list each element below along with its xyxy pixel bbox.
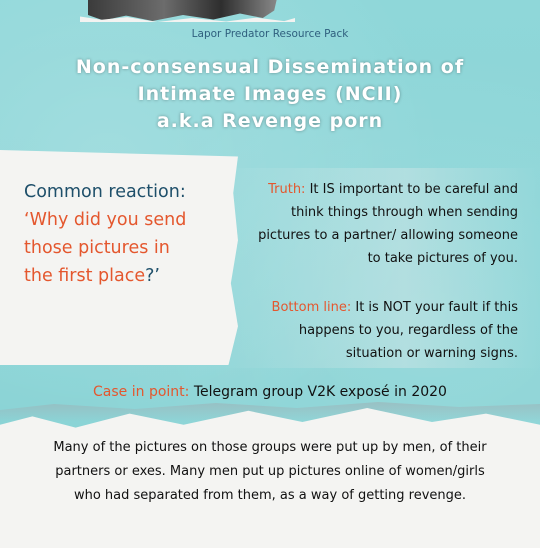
- common-reaction-heading: Common reaction:: [24, 182, 186, 202]
- explanation-line: partners or exes. Many men put up pictur…: [55, 464, 485, 479]
- torn-paper-top: [80, 16, 295, 22]
- title-line: Intimate Images (NCII): [137, 83, 403, 105]
- torn-paper-left: [0, 150, 238, 365]
- page-title: Non-consensual Dissemination of Intimate…: [20, 54, 520, 135]
- explanation-line: Many of the pictures on those groups wer…: [53, 440, 487, 455]
- explanation-paragraph: Many of the pictures on those groups wer…: [24, 436, 516, 508]
- quote-line: those pictures in: [24, 238, 170, 258]
- bottom-line-line-1: Bottom line: It is NOT your fault if thi…: [218, 296, 518, 319]
- bottom-line-block: Bottom line: It is NOT your fault if thi…: [218, 296, 518, 365]
- title-line: a.k.a Revenge porn: [156, 110, 384, 132]
- truth-block: Truth: It IS important to be careful and…: [218, 178, 518, 270]
- truth-line: pictures to a partner/ allowing someone: [258, 228, 518, 243]
- bottom-line-line: situation or warning signs.: [345, 346, 518, 361]
- case-in-point-label: Case in point:: [93, 384, 190, 400]
- bottom-line-line: happens to you, regardless of the: [298, 323, 518, 338]
- quote-line-text: the first place: [24, 266, 146, 286]
- common-reaction-quote: ‘Why did you send those pictures in the …: [24, 206, 234, 290]
- resource-pack-label: Lapor Predator Resource Pack: [191, 28, 349, 40]
- case-in-point-text: Telegram group V2K exposé in 2020: [193, 384, 447, 400]
- truth-line: to take pictures of you.: [367, 251, 518, 266]
- truth-label: Truth:: [268, 182, 306, 197]
- title-line: Non-consensual Dissemination of: [75, 56, 465, 78]
- quote-end: ?’: [145, 266, 160, 286]
- case-in-point: Case in point: Telegram group V2K exposé…: [0, 384, 540, 400]
- quote-line: the first place?’: [24, 262, 234, 290]
- quote-line: ‘Why did you send: [24, 210, 187, 230]
- truth-text: It IS important to be careful and: [309, 182, 518, 197]
- common-reaction-block: Common reaction: ‘Why did you send those…: [24, 178, 234, 290]
- explanation-line: who had separated from them, as a way of…: [73, 488, 467, 503]
- truth-line-1: Truth: It IS important to be careful and: [218, 178, 518, 201]
- bottom-line-label: Bottom line:: [271, 300, 352, 315]
- bottom-line-text: It is NOT your fault if this: [355, 300, 518, 315]
- truth-line: think things through when sending: [290, 205, 518, 220]
- torn-paper-bottom: [0, 408, 540, 548]
